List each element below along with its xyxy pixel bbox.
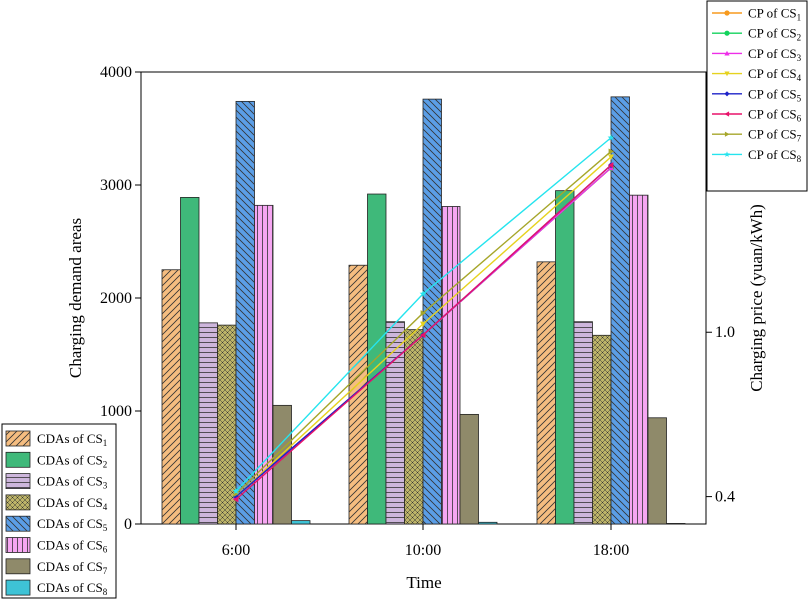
bar-legend-label-cs1: CDAs of CS1	[37, 431, 107, 448]
y-tick-label: 3000	[100, 177, 132, 194]
bar-cs8-3	[667, 523, 686, 524]
bar-cs7-3	[648, 418, 667, 524]
bar-cs3-2-pattern	[386, 322, 405, 524]
x-tick-label: 10:00	[405, 542, 441, 559]
y-tick-label: 2000	[100, 290, 132, 307]
bar-cs1-3-pattern	[537, 262, 556, 524]
line-legend-marker-cs2	[724, 31, 729, 36]
bar-cs6-3-pattern	[630, 195, 649, 524]
bar-cs2-1	[181, 197, 200, 524]
bar-legend-label-cs8: CDAs of CS8	[37, 580, 108, 597]
line-legend-label-cs6: CP of CS6	[748, 107, 802, 124]
x-tick-label: 6:00	[222, 542, 250, 559]
bar-legend-swatch-cs1-pattern	[6, 431, 30, 446]
y2-axis-label: Charging price (yuan/kWh)	[747, 204, 766, 392]
bar-legend-swatch-cs6-pattern	[6, 538, 30, 553]
bar-cs1-1-pattern	[162, 270, 181, 524]
bar-cs2-2	[368, 194, 387, 524]
line-legend-label-cs2: CP of CS2	[748, 26, 801, 43]
line-legend-label-cs5: CP of CS5	[748, 86, 802, 103]
y-axis-label: Charging demand areas	[66, 218, 85, 378]
line-legend-label-cs8: CP of CS8	[748, 147, 802, 164]
y-tick-label: 0	[124, 516, 132, 533]
bar-cs3-3-pattern	[574, 322, 593, 524]
bar-cs4-2-pattern	[405, 330, 424, 524]
y2-tick-label: 1.0	[715, 324, 735, 341]
bar-cs2-3	[556, 191, 575, 524]
line-legend-label-cs4: CP of CS4	[748, 66, 802, 83]
x-tick-label: 18:00	[593, 542, 629, 559]
bar-legend-label-cs6: CDAs of CS6	[37, 538, 108, 555]
bar-legend-swatch-cs4-pattern	[6, 495, 30, 510]
y-tick-label: 4000	[100, 64, 132, 81]
bar-legend-swatch-cs8	[6, 580, 30, 595]
line-legend-marker-cs1	[724, 10, 729, 15]
line-legend: CP of CS1 CP of CS2 CP of CS3 CP of CS4 CP o…	[707, 1, 807, 191]
bar-legend-swatch-cs5-pattern	[6, 516, 30, 531]
bar-legend-swatch-cs2	[6, 452, 30, 467]
bar-legend-label-cs5: CDAs of CS5	[37, 516, 108, 533]
bar-legend-label-cs3: CDAs of CS3	[37, 474, 108, 491]
line-legend-label-cs7: CP of CS7	[748, 127, 802, 144]
bar-cs4-1-pattern	[218, 325, 237, 524]
bar-legend-label-cs7: CDAs of CS7	[37, 559, 108, 576]
bar-cs5-3-pattern	[611, 97, 630, 524]
x-axis-label: Time	[406, 573, 441, 592]
y2-tick-label: 0.4	[715, 489, 735, 506]
bar-legend-swatch-cs3-pattern	[6, 474, 30, 489]
y-tick-label: 1000	[100, 403, 132, 420]
bar-cs3-1-pattern	[199, 323, 218, 524]
bar-cs6-2-pattern	[442, 206, 461, 524]
bar-cs8-2	[479, 522, 498, 524]
line-legend-label-cs3: CP of CS3	[748, 46, 802, 63]
bar-legend-label-cs4: CDAs of CS4	[37, 495, 108, 512]
bar-cs7-2	[460, 414, 479, 524]
bar-cs1-2-pattern	[349, 265, 368, 524]
bar-cs8-1	[292, 521, 311, 524]
bar-legend-label-cs2: CDAs of CS2	[37, 452, 107, 469]
bar-cs5-1-pattern	[236, 101, 255, 524]
bar-legend: CDAs of CS1 CDAs of CS2 CDAs of CS3 CDAs of…	[2, 424, 116, 598]
bar-cs4-3-pattern	[593, 335, 612, 524]
bar-legend-swatch-cs7	[6, 559, 30, 574]
line-legend-label-cs1: CP of CS1	[748, 6, 801, 23]
